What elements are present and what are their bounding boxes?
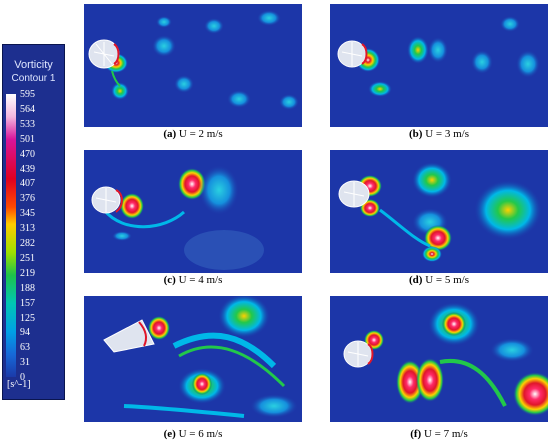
legend-tick: 501 [20,133,35,145]
cylinder-d [338,180,370,208]
caption-text: U = 5 m/s [425,274,469,286]
caption-letter: (c) [163,274,176,286]
legend-tick: 376 [20,193,35,205]
caption-d: (d) U = 5 m/s [330,274,548,286]
vorticity-panel-a [84,4,302,127]
cylinder-c [91,186,123,214]
cylinder-f [343,340,374,368]
caption-b: (b) U = 3 m/s [330,128,548,140]
legend-tick: 533 [20,118,35,130]
legend-color-bar [6,94,16,377]
legend-tick: 439 [20,163,35,175]
caption-f: (f) U = 7 m/s [330,428,548,440]
legend-tick: 0 [20,372,25,384]
legend-tick: 219 [20,267,35,279]
legend-tick: 345 [20,208,35,220]
caption-text: U = 6 m/s [178,428,223,440]
vorticity-panel-e [84,296,302,422]
legend-tick: 188 [20,282,35,294]
caption-letter: (d) [409,274,423,286]
vorticity-panel-f [330,296,548,422]
caption-e: (e) U = 6 m/s [84,428,302,440]
vorticity-panel-c [84,150,302,273]
legend-tick: 125 [20,312,35,324]
legend-tick: 470 [20,148,35,160]
caption-letter: (f) [410,428,422,440]
cylinder-b [337,40,368,68]
caption-letter: (e) [163,428,176,440]
legend-tick: 157 [20,297,35,309]
legend-tick: 251 [20,252,35,264]
legend-tick: 63 [20,342,30,354]
legend-title: Vorticity [14,59,53,71]
vorticity-panel-d [330,150,548,273]
cylinder-e [103,319,155,353]
legend-unit: [s^-1] [7,379,31,390]
vorticity-legend: Vorticity Contour 1 595 564 533 501 470 … [2,44,65,400]
caption-letter: (b) [409,128,423,140]
legend-tick: 313 [20,223,35,235]
caption-text: U = 2 m/s [178,128,223,140]
vorticity-panel-b [330,4,548,127]
caption-text: U = 7 m/s [423,428,468,440]
caption-text: U = 4 m/s [178,274,223,286]
caption-c: (c) U = 4 m/s [84,274,302,286]
legend-tick: 94 [20,327,30,339]
legend-subtitle: Contour 1 [11,73,56,84]
legend-tick: 282 [20,238,35,249]
caption-text: U = 3 m/s [425,128,469,140]
legend-tick: 407 [20,178,35,190]
caption-letter: (a) [163,128,177,140]
caption-a: (a) U = 2 m/s [84,128,302,140]
cylinder-a [88,39,120,69]
legend-tick: 595 [20,89,35,100]
legend-tick: 564 [20,103,35,115]
legend-tick: 31 [20,357,30,369]
